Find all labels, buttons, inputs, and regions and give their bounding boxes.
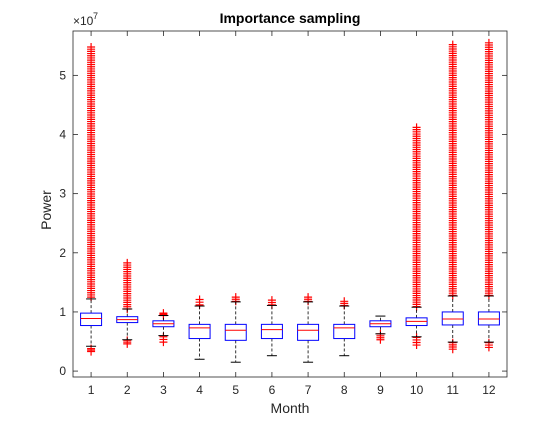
y-tick-label: 0 xyxy=(59,364,66,378)
axes-box xyxy=(72,30,508,378)
x-tick-label: 8 xyxy=(341,383,348,397)
y-tick-label: 5 xyxy=(59,68,66,82)
box xyxy=(441,311,464,326)
box xyxy=(188,323,211,340)
x-tick-label: 12 xyxy=(482,383,496,397)
outlier-markers xyxy=(448,338,457,354)
outlier-markers xyxy=(304,293,313,306)
y-axis-label: Power xyxy=(38,190,54,230)
exponent-base: ×10 xyxy=(73,14,94,28)
outlier-markers xyxy=(484,38,493,300)
y-axis-exponent: ×10 7 xyxy=(73,11,98,28)
x-tick-label: 10 xyxy=(410,383,424,397)
outlier-markers xyxy=(484,338,493,352)
outlier-markers xyxy=(123,258,132,313)
x-tick-label: 1 xyxy=(88,383,95,397)
box xyxy=(260,323,283,340)
outlier-markers xyxy=(87,344,96,356)
outlier-markers xyxy=(412,123,421,311)
exponent-power: 7 xyxy=(93,11,98,21)
outlier-markers xyxy=(159,309,168,320)
outlier-markers xyxy=(267,296,276,309)
y-tick-label: 4 xyxy=(59,128,66,142)
x-axis-label: Month xyxy=(271,400,310,416)
x-tick-label: 2 xyxy=(124,383,131,397)
x-tick-label: 6 xyxy=(269,383,276,397)
outlier-markers xyxy=(159,332,168,347)
box xyxy=(477,311,500,326)
outlier-markers xyxy=(231,293,240,306)
outlier-markers xyxy=(412,333,421,350)
x-tick-label: 9 xyxy=(377,383,384,397)
x-tick-label: 3 xyxy=(160,383,167,397)
x-tick-label: 5 xyxy=(232,383,239,397)
box xyxy=(333,323,356,340)
x-tick-label: 7 xyxy=(305,383,312,397)
outlier-markers xyxy=(195,295,204,309)
outlier-markers xyxy=(448,40,457,300)
y-tick-label: 2 xyxy=(59,246,66,260)
box xyxy=(297,323,320,341)
box xyxy=(80,312,103,327)
outlier-markers xyxy=(340,297,349,310)
outlier-markers xyxy=(87,42,96,302)
y-tick-label: 1 xyxy=(59,305,66,319)
y-tick-label: 3 xyxy=(59,187,66,201)
box xyxy=(224,323,247,341)
x-tick-label: 4 xyxy=(196,383,203,397)
x-tick-label: 11 xyxy=(447,383,460,397)
outlier-markers xyxy=(123,336,132,348)
chart-title: Importance sampling xyxy=(220,10,361,26)
